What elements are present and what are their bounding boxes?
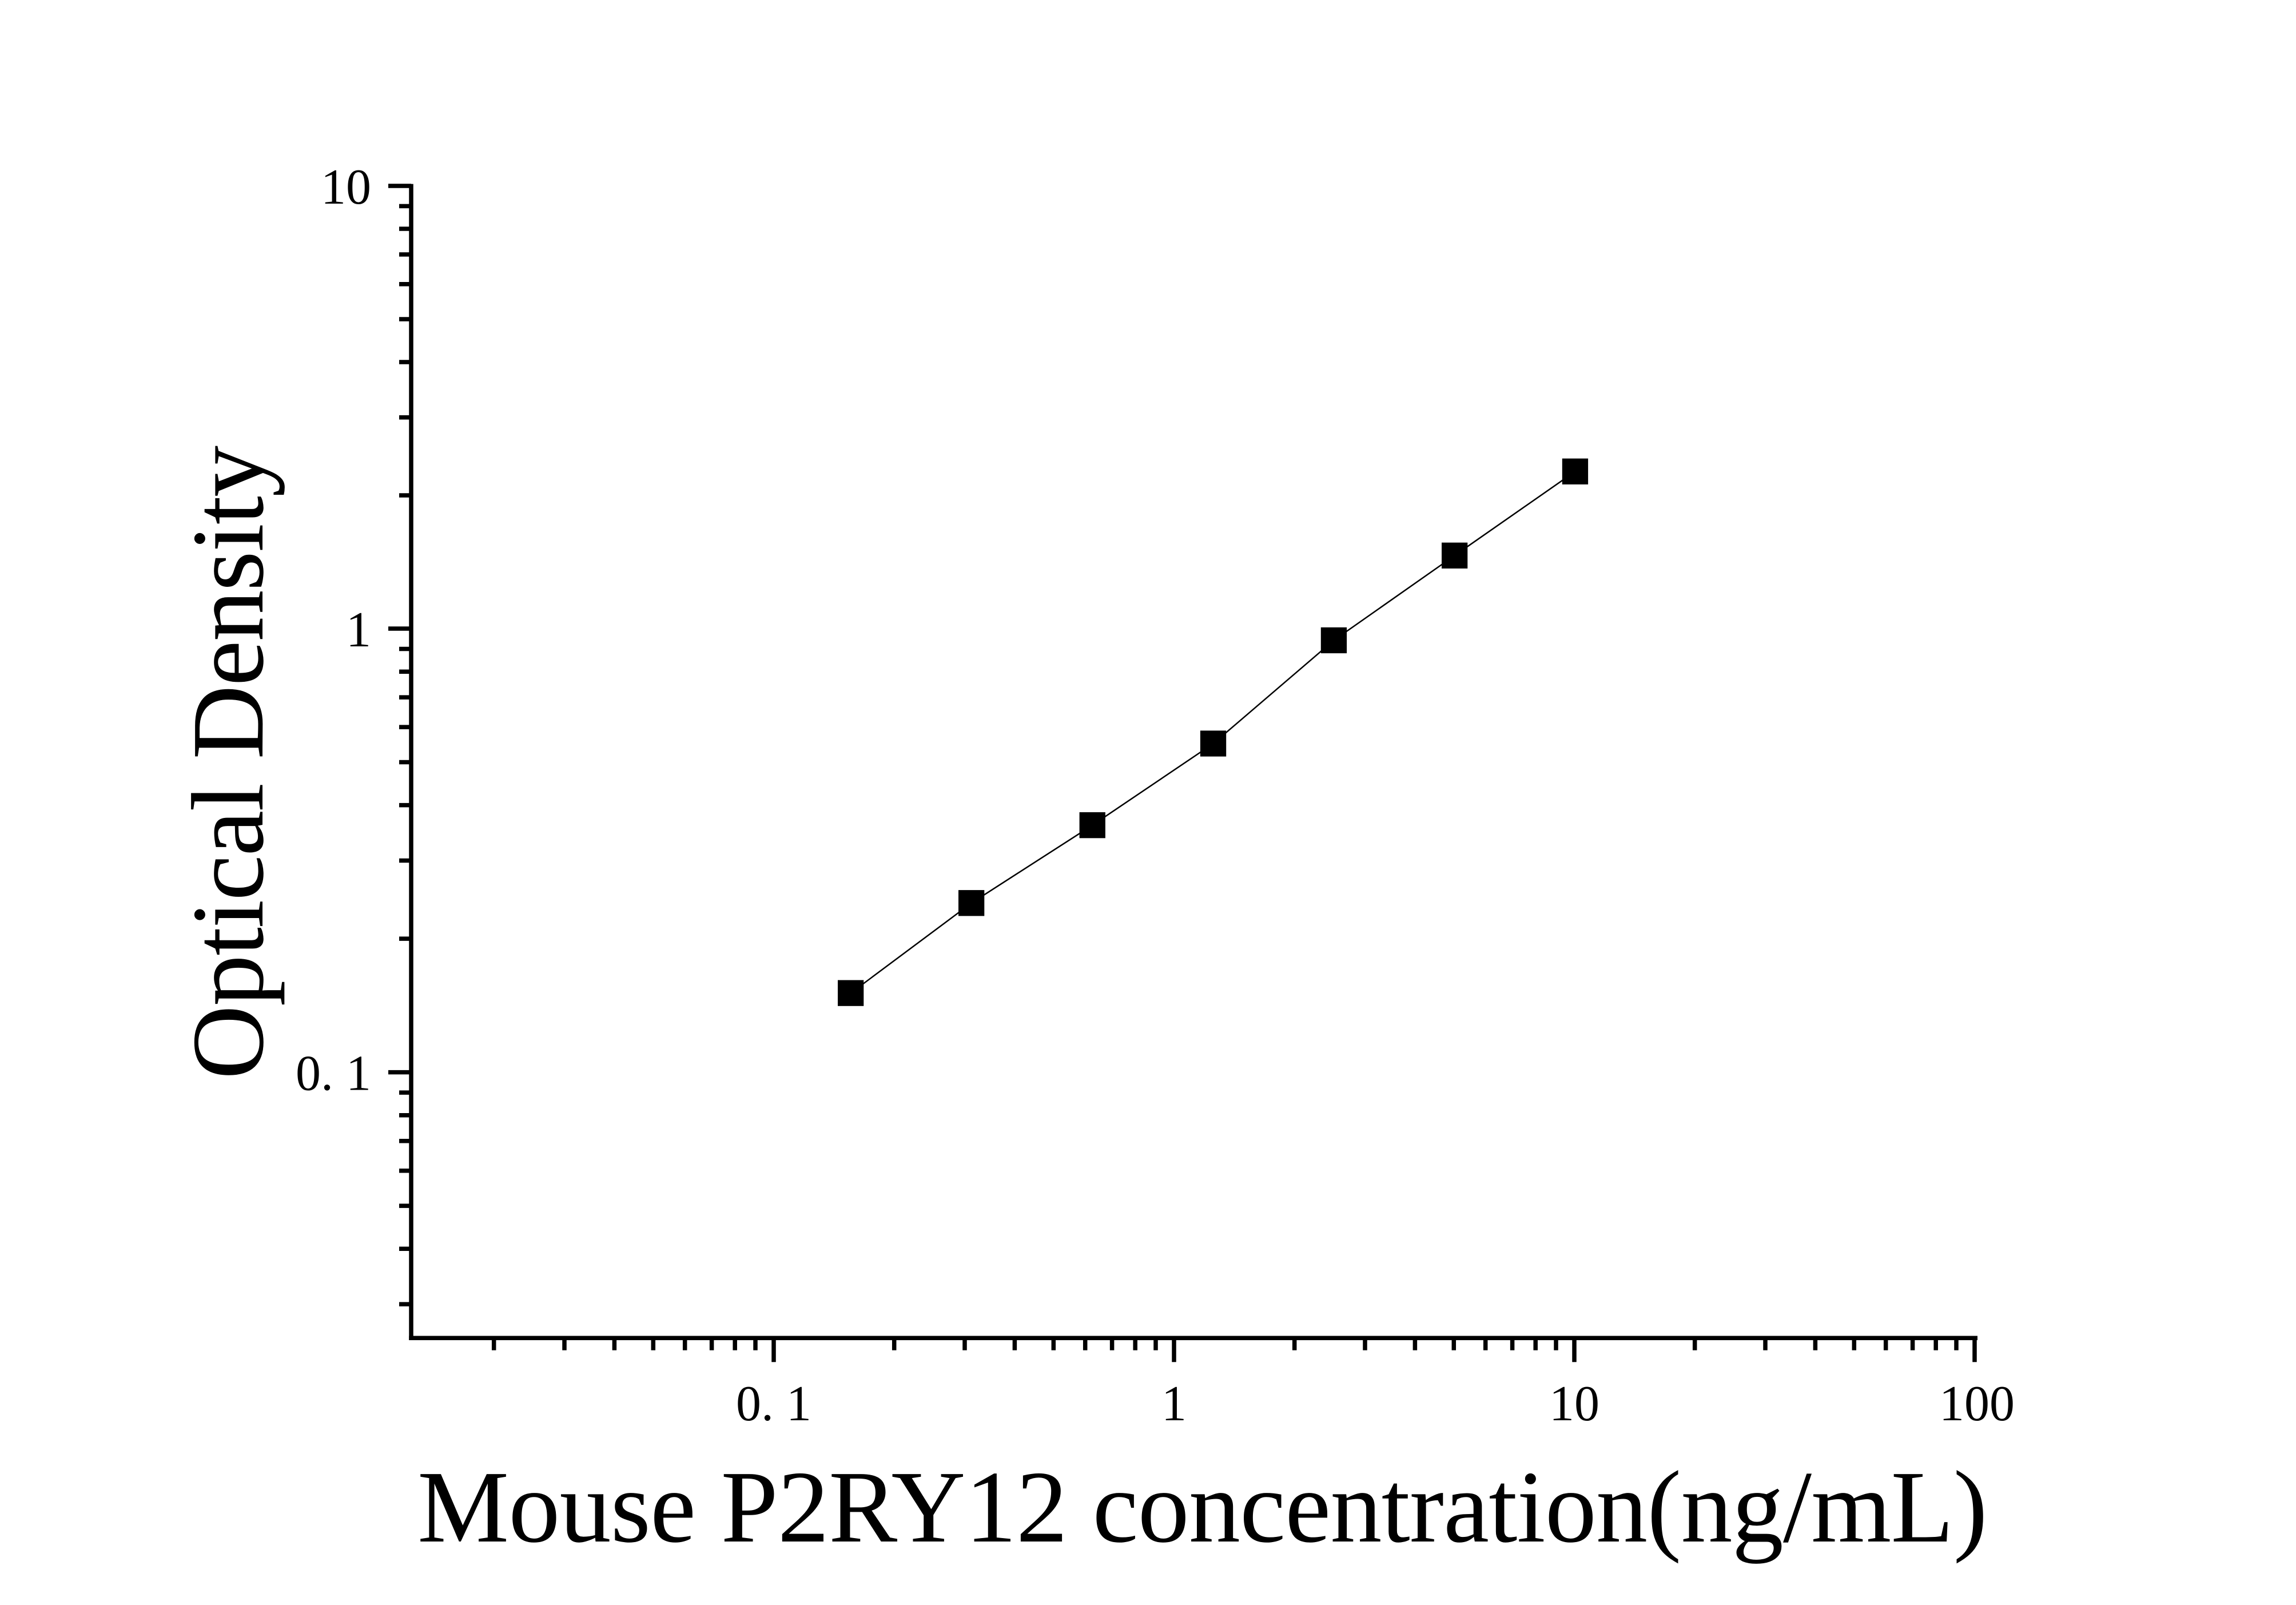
svg-text:Mouse P2RY12 concentration(ng/: Mouse P2RY12 concentration(ng/mL) — [417, 1450, 1987, 1564]
svg-text:10: 10 — [1549, 1376, 1599, 1432]
svg-text:10: 10 — [321, 160, 371, 215]
svg-text:1: 1 — [1161, 1376, 1187, 1432]
svg-text:0. 1: 0. 1 — [296, 1046, 371, 1102]
svg-text:0. 1: 0. 1 — [736, 1376, 811, 1432]
svg-text:1: 1 — [346, 602, 371, 658]
svg-text:Optical Density: Optical Density — [171, 446, 285, 1079]
svg-text:100: 100 — [1939, 1376, 2015, 1432]
